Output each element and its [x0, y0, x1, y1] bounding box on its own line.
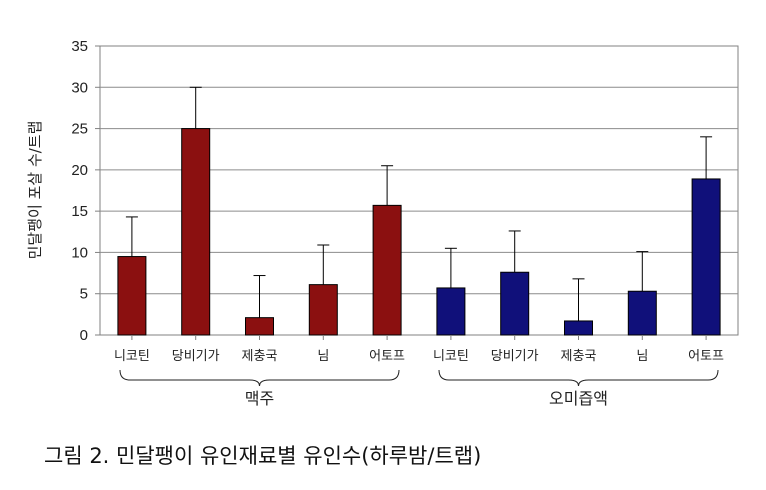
x-tick-label: 제충국 [561, 349, 597, 364]
bar [372, 204, 402, 336]
x-axis-labels: 니코틴 당비기가 제충국 님 어토프 니코틴 당비기가 제충국 님 어토프 [114, 349, 724, 364]
figure-caption: 그림 2. 민달팽이 유인재료별 유인수(하루밤/트랩) [44, 444, 482, 468]
bar [564, 320, 593, 336]
x-tick-label: 당비기가 [172, 349, 220, 364]
bar [117, 256, 147, 336]
x-tick-label: 제충국 [242, 349, 278, 364]
x-tick-label: 어토프 [369, 349, 405, 364]
group-bracket [438, 369, 719, 387]
bar [308, 284, 338, 336]
bar [245, 317, 274, 336]
error-bars [125, 86, 713, 321]
group-label: 오미즙액 [549, 389, 608, 408]
bar [436, 287, 466, 336]
y-tick-label: 25 [71, 121, 88, 138]
y-tick-label: 35 [71, 38, 88, 55]
y-tick-label: 15 [71, 203, 88, 220]
bar [181, 128, 211, 336]
group-bracket [119, 369, 400, 387]
bars [117, 128, 721, 336]
y-tick-label: 0 [80, 327, 88, 344]
group-label: 맥주 [245, 389, 274, 408]
y-axis-title: 민달팽이 포살 수/트랩 [26, 121, 44, 260]
y-tick-label: 30 [71, 79, 88, 96]
bar [500, 271, 530, 336]
bar [691, 178, 721, 336]
y-tick-label: 10 [71, 244, 88, 261]
x-tick-label: 니코틴 [433, 349, 469, 364]
y-tick-label: 20 [71, 162, 88, 179]
x-tick-label: 니코틴 [114, 349, 150, 364]
x-tick-label: 어토프 [688, 349, 724, 364]
x-tick-label: 당비기가 [491, 349, 539, 364]
x-tick-label: 님 [317, 349, 329, 364]
bar [627, 290, 657, 336]
y-tick-label: 5 [80, 286, 88, 303]
x-tick-label: 님 [636, 349, 648, 364]
y-axis-ticks: 0 5 10 15 20 25 30 35 [71, 38, 707, 344]
group-brackets: 맥주 오미즙액 [119, 369, 719, 408]
